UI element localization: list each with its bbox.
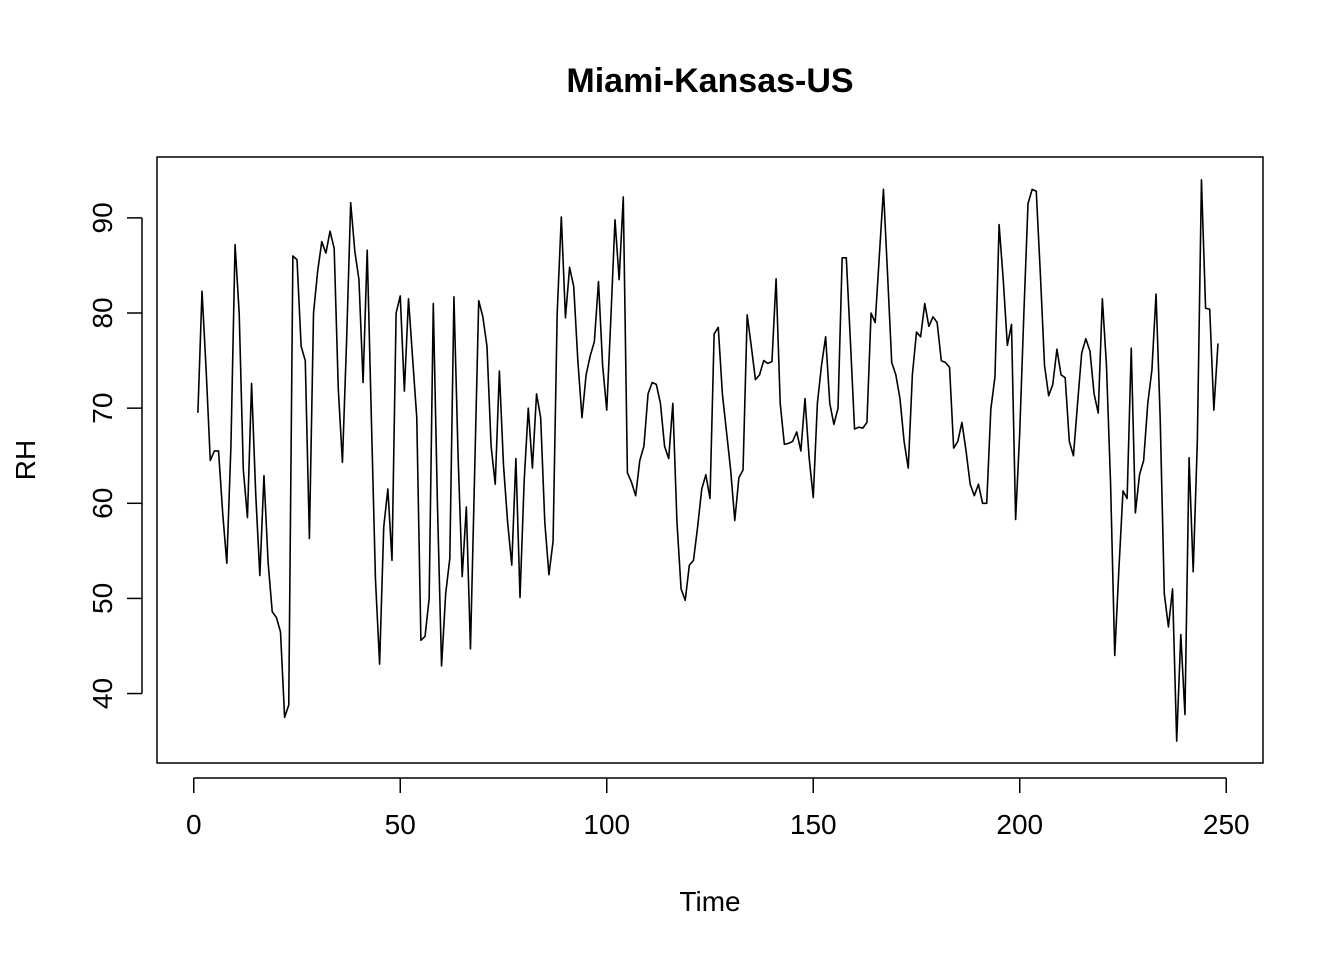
x-tick-label: 200 <box>996 809 1043 840</box>
y-tick-label: 80 <box>87 297 118 328</box>
x-tick-label: 50 <box>385 809 416 840</box>
chart-title: Miami-Kansas-US <box>566 62 853 100</box>
x-axis: 0 50 100 150 200 250 <box>186 777 1250 840</box>
y-tick-label: 70 <box>87 393 118 424</box>
series-line <box>197 179 1219 742</box>
y-tick-label: 90 <box>87 202 118 233</box>
y-axis-title: RH <box>10 440 41 480</box>
y-tick-label: 50 <box>87 583 118 614</box>
plot-frame <box>156 156 1264 764</box>
y-tick-label: 60 <box>87 488 118 519</box>
x-tick-label: 0 <box>186 809 202 840</box>
x-tick-label: 250 <box>1203 809 1250 840</box>
x-tick-label: 100 <box>583 809 630 840</box>
y-tick-label: 40 <box>87 678 118 709</box>
y-axis: 40 50 60 70 80 90 <box>87 202 143 709</box>
x-axis-title: Time <box>679 886 740 917</box>
x-tick-label: 150 <box>790 809 837 840</box>
